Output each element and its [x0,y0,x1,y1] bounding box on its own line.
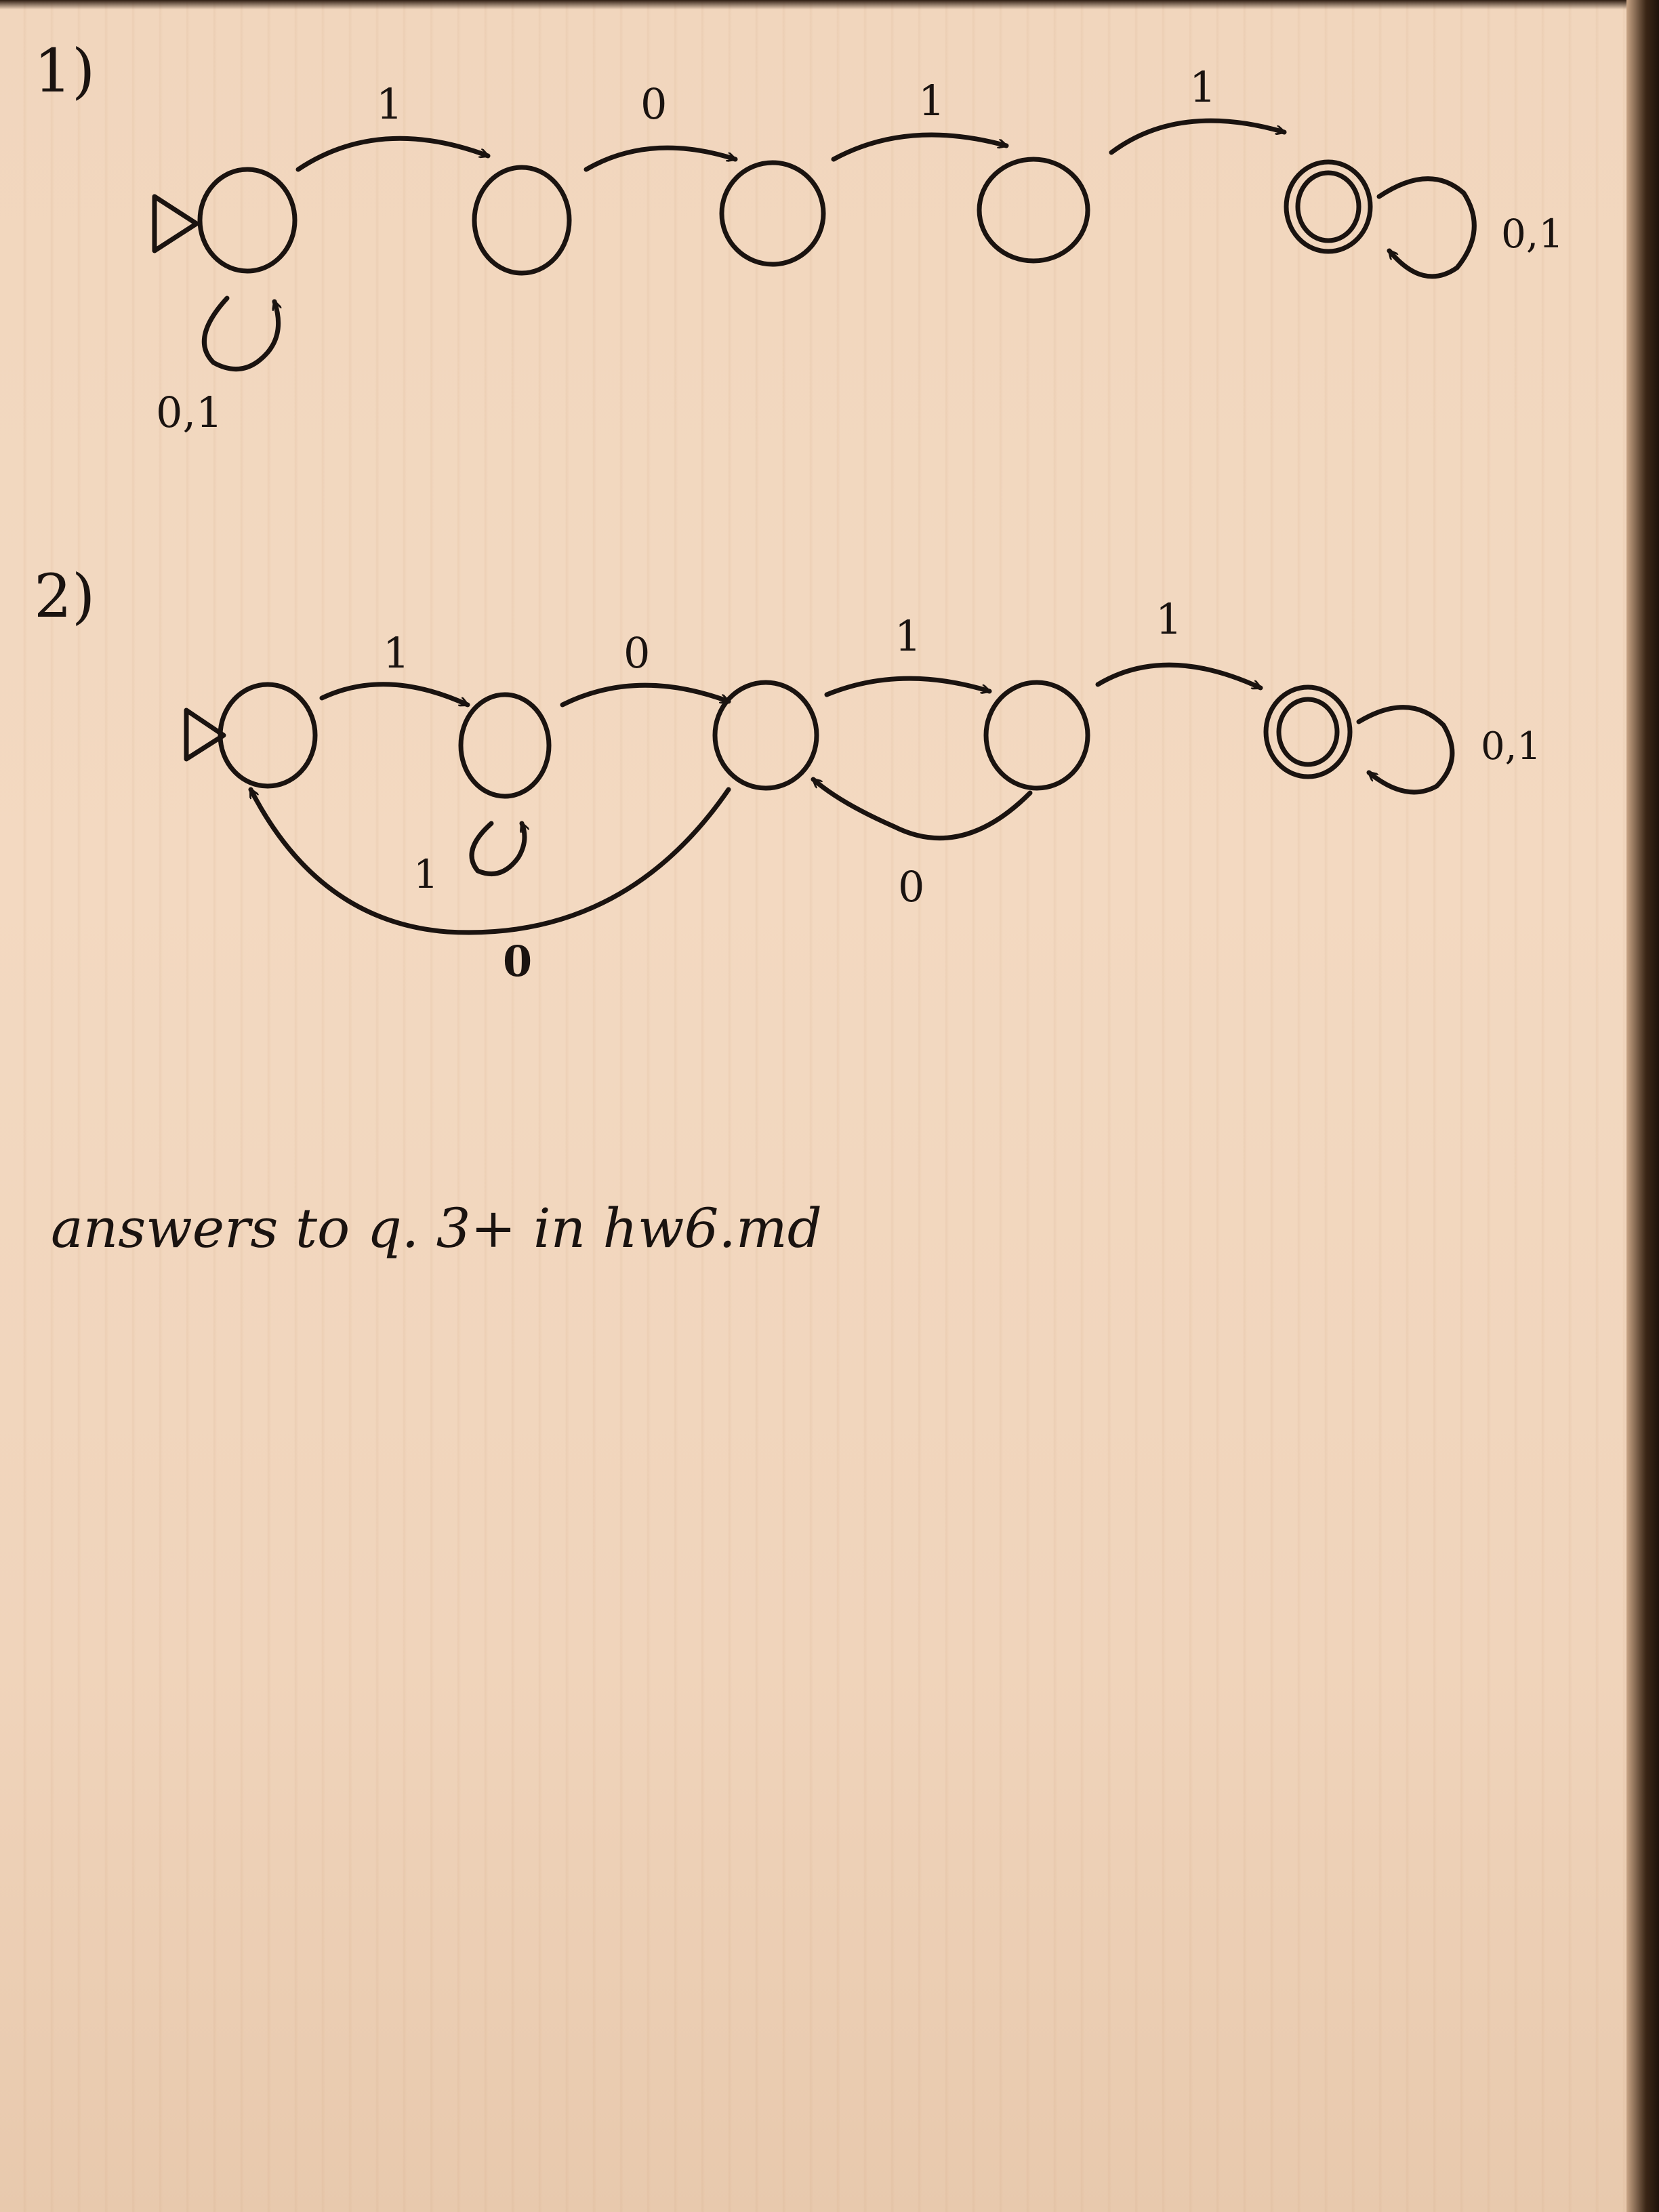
p2-edge-label-0: 1 [383,628,409,678]
p2-final-self-loop [1356,705,1455,795]
p2-final-loop-label: 0,1 [1481,724,1541,769]
p1-edge-q1-q2 [583,145,738,172]
p1-state-q1 [472,165,572,276]
problem-1-label: 1) [34,36,95,106]
p1-state-q4-final-inner [1295,170,1361,243]
table-edge [1626,0,1659,2212]
p2-q1-self-loop [469,823,525,876]
p1-edge-q2-q3 [831,132,1009,162]
p2-edge-q1-q2 [560,682,729,708]
p2-edge-q0-q1 [319,682,468,708]
p1-start-loop-label: 0,1 [156,388,223,437]
p2-state-q1 [458,692,552,799]
p2-edge-q2-q0-back [248,790,731,935]
p1-edge-q0-q1 [295,136,488,172]
p2-state-q0 [218,682,318,789]
p2-edge-label-2: 1 [895,611,921,661]
p1-final-self-loop [1376,176,1477,279]
p2-state-q3 [983,680,1090,791]
p1-edge-label-3: 1 [1189,62,1216,112]
p1-final-loop-label: 0,1 [1501,211,1563,257]
paper-top-shadow [0,0,1659,9]
p2-edge-label-3: 1 [1155,594,1182,644]
p2-state-q2 [712,680,819,791]
p2-back-q3-q2-label: 0 [898,862,924,912]
p1-start-self-loop [201,295,278,372]
p2-back-q2-q0-label: 0 [503,937,532,986]
p1-edge-q3-q4 [1109,118,1287,155]
p1-state-q0 [197,167,298,274]
problem-2-label: 2) [34,561,95,631]
p1-edge-label-1: 0 [640,79,667,129]
p2-q1-loop-label: 1 [413,851,438,897]
p2-edge-label-1: 0 [623,628,650,678]
p1-state-q3 [977,157,1090,264]
p1-edge-label-2: 1 [918,76,945,125]
p2-edge-q3-q2-back [811,777,1033,841]
p2-edge-q3-q4 [1095,662,1261,691]
p1-state-q4-final-outer [1284,159,1373,254]
p2-state-q4-final-outer [1263,684,1353,779]
p2-edge-q2-q3 [824,676,992,697]
p2-state-q4-final-inner [1276,697,1340,767]
p1-edge-label-0: 1 [376,79,403,129]
footer-note: answers to q. 3+ in hw6.md [51,1197,822,1260]
p1-state-q2 [719,160,826,267]
p1-start-arrow [152,194,199,253]
p2-start-arrow [184,708,226,762]
